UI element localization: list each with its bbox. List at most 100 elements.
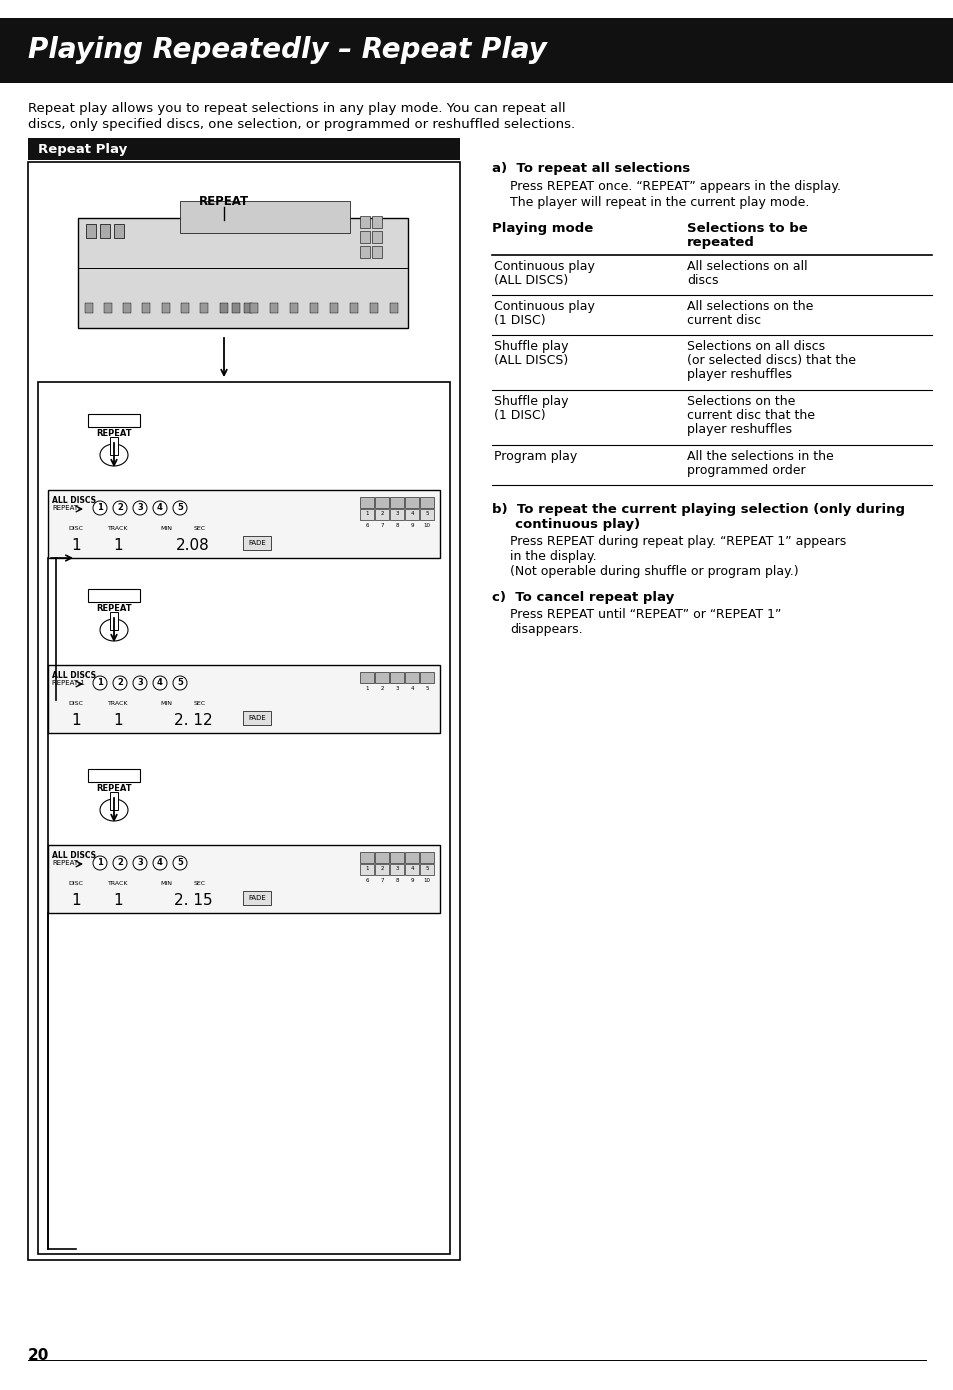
Text: Press REPEAT during repeat play. “REPEAT 1” appears: Press REPEAT during repeat play. “REPEAT… [510, 535, 845, 548]
Bar [161, 303, 170, 313]
Text: 5: 5 [425, 866, 428, 872]
Bar [142, 303, 151, 313]
Bar [243, 712, 271, 726]
Circle shape [172, 500, 187, 516]
Bar [113, 224, 124, 238]
Circle shape [132, 676, 147, 689]
Text: 1: 1 [71, 892, 81, 908]
Text: 2: 2 [380, 512, 383, 517]
Text: SEC: SEC [193, 525, 206, 531]
Text: MIN: MIN [160, 701, 172, 706]
Text: 1: 1 [365, 512, 369, 517]
Text: Selections to be: Selections to be [686, 222, 807, 235]
Text: (ALL DISCS): (ALL DISCS) [494, 354, 568, 367]
Bar [78, 218, 408, 328]
Text: The player will repeat in the current play mode.: The player will repeat in the current pl… [510, 196, 808, 208]
Text: Repeat Play: Repeat Play [38, 143, 127, 156]
Bar [110, 436, 118, 455]
Text: 20: 20 [28, 1348, 50, 1364]
Text: disappears.: disappears. [510, 623, 582, 637]
Bar [270, 303, 277, 313]
Text: 7: 7 [380, 878, 383, 884]
Text: 7: 7 [380, 524, 383, 528]
Text: DISC: DISC [69, 525, 84, 531]
Circle shape [92, 676, 107, 689]
Bar [375, 865, 389, 874]
Text: 4: 4 [157, 859, 163, 867]
Bar [110, 612, 118, 630]
Bar [110, 792, 118, 810]
Bar [181, 303, 189, 313]
Text: repeated: repeated [686, 236, 754, 249]
Text: 3: 3 [395, 512, 398, 517]
Bar [38, 382, 450, 1254]
Text: 1: 1 [97, 678, 103, 688]
Text: FADE: FADE [248, 895, 266, 901]
Text: 1: 1 [71, 538, 81, 553]
Text: 1: 1 [365, 866, 369, 872]
Circle shape [112, 500, 127, 516]
Ellipse shape [100, 619, 128, 641]
Text: MIN: MIN [160, 881, 172, 885]
Bar [232, 303, 240, 313]
Circle shape [172, 856, 187, 870]
Circle shape [132, 500, 147, 516]
Bar [405, 852, 418, 863]
Circle shape [172, 676, 187, 689]
Text: Playing mode: Playing mode [492, 222, 593, 235]
Text: 3: 3 [137, 678, 143, 688]
Bar [359, 246, 370, 259]
Text: SEC: SEC [193, 701, 206, 706]
Text: Press REPEAT until “REPEAT” or “REPEAT 1”: Press REPEAT until “REPEAT” or “REPEAT 1… [510, 607, 781, 621]
Text: 10: 10 [423, 878, 430, 884]
Bar [405, 671, 418, 682]
Text: 5: 5 [425, 512, 428, 517]
Text: REPEAT 1: REPEAT 1 [52, 680, 85, 687]
Bar [0, 18, 953, 83]
Bar [375, 509, 389, 520]
Bar [48, 491, 439, 557]
Circle shape [152, 856, 167, 870]
Text: REPEAT: REPEAT [52, 860, 78, 866]
Text: 10: 10 [423, 524, 430, 528]
Text: Press REPEAT once. “REPEAT” appears in the display.: Press REPEAT once. “REPEAT” appears in t… [510, 179, 841, 193]
Text: 3: 3 [137, 859, 143, 867]
Text: 4: 4 [157, 503, 163, 513]
Bar [48, 664, 439, 733]
Bar [405, 509, 418, 520]
Text: 1: 1 [97, 503, 103, 513]
Bar [180, 202, 350, 234]
Bar [419, 852, 434, 863]
Text: 3: 3 [137, 503, 143, 513]
Text: (1 DISC): (1 DISC) [494, 314, 545, 327]
Text: 2: 2 [380, 687, 383, 691]
Circle shape [112, 676, 127, 689]
Text: FADE: FADE [248, 539, 266, 546]
Bar [390, 498, 403, 507]
Text: 4: 4 [157, 678, 163, 688]
Text: a)  To repeat all selections: a) To repeat all selections [492, 163, 690, 175]
Text: 2: 2 [117, 678, 123, 688]
Bar [390, 671, 403, 682]
Text: 5: 5 [425, 687, 428, 691]
Bar [375, 671, 389, 682]
Text: TRACK: TRACK [108, 881, 128, 885]
Text: 8: 8 [395, 524, 398, 528]
Bar [359, 865, 374, 874]
Bar [405, 498, 418, 507]
Bar [419, 498, 434, 507]
Text: 1: 1 [97, 859, 103, 867]
Bar [375, 498, 389, 507]
Text: Continuous play: Continuous play [494, 260, 595, 272]
Text: current disc: current disc [686, 314, 760, 327]
Text: All selections on all: All selections on all [686, 260, 807, 272]
Bar [390, 303, 397, 313]
Bar [48, 845, 439, 913]
Text: DISC: DISC [69, 881, 84, 885]
Circle shape [152, 676, 167, 689]
Bar [243, 537, 271, 550]
Text: 5: 5 [177, 859, 183, 867]
Text: in the display.: in the display. [510, 550, 596, 563]
Text: REPEAT: REPEAT [96, 430, 132, 438]
Bar [104, 303, 112, 313]
